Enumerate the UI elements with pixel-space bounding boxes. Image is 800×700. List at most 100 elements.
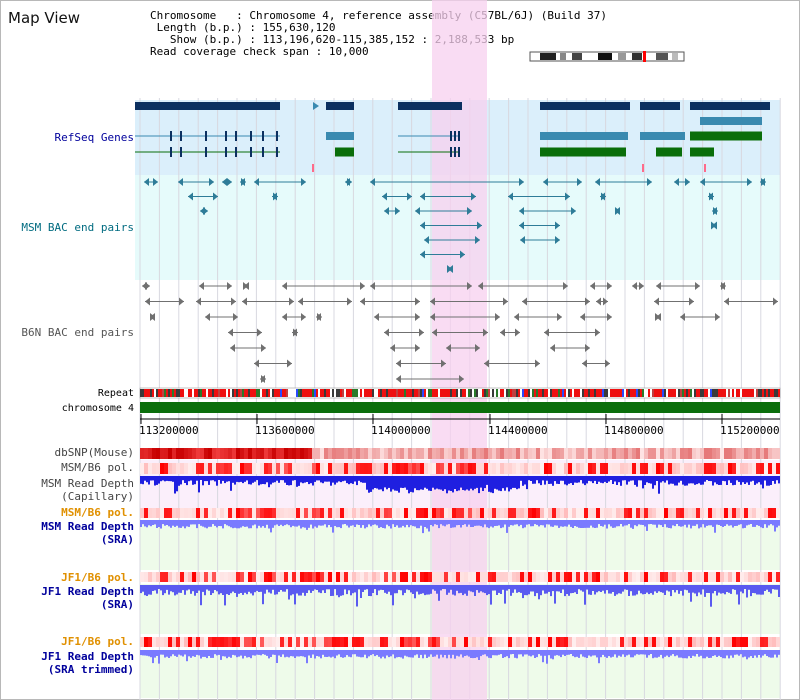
heat-cell [448, 463, 452, 474]
depth-bar [152, 476, 154, 481]
depth-bar [146, 585, 148, 596]
heat-cell [664, 448, 668, 459]
repeat-segment [168, 389, 170, 397]
heat-cell [372, 637, 376, 647]
bac-end-marker [595, 328, 600, 337]
repeat-segment [338, 389, 340, 397]
repeat-segment [526, 389, 528, 397]
heat-cell [536, 572, 540, 582]
depth-bar [312, 585, 314, 591]
depth-bar [162, 520, 164, 525]
heat-cell [588, 637, 592, 647]
depth-bar [248, 650, 250, 658]
depth-bar [438, 520, 440, 529]
heat-cell [220, 463, 224, 474]
depth-bar [334, 476, 336, 485]
b6n-bac-label[interactable]: B6N BAC end pairs [21, 326, 134, 339]
heat-cell [604, 637, 608, 647]
depth-bar [316, 585, 318, 590]
depth-bar [506, 650, 508, 657]
depth-bar [656, 520, 658, 528]
heat-cell [688, 637, 692, 647]
chromosome-bar[interactable] [140, 402, 780, 413]
repeat-segment [564, 389, 566, 397]
msm-bac-track[interactable] [144, 178, 766, 273]
chromosome-ideogram[interactable] [529, 51, 685, 62]
depth-bar [304, 476, 306, 483]
depth-bar [230, 585, 232, 594]
heat-cell [140, 637, 144, 647]
heat-cell [160, 448, 164, 459]
depth-bar [150, 585, 152, 595]
heat-cell [660, 508, 664, 518]
heat-cell [520, 572, 524, 582]
heat-cell [616, 448, 620, 459]
depth-bar [730, 520, 732, 526]
depth-bar [712, 476, 714, 486]
heat-cell [644, 508, 648, 518]
depth-bar [480, 650, 482, 657]
depth-bar [496, 650, 498, 656]
heat-cell [240, 508, 244, 518]
heat-cell [580, 463, 584, 474]
heat-cell [340, 637, 344, 647]
heat-cell [284, 572, 288, 582]
depth-bar [664, 585, 666, 595]
heat-cell [476, 463, 480, 474]
heat-cell [600, 637, 604, 647]
heat-cell [764, 463, 768, 474]
bac-end-marker [360, 297, 365, 306]
depth-bar [770, 476, 772, 485]
heat-cell [380, 463, 384, 474]
exon-mark [205, 131, 207, 141]
highlight-region[interactable] [432, 0, 487, 700]
heat-cell [528, 463, 532, 474]
heat-cell [240, 448, 244, 459]
repeat-segment [634, 389, 636, 397]
depth-bar [716, 650, 718, 657]
bac-end-marker [565, 192, 570, 201]
repeat-segment [178, 389, 180, 397]
depth-bar [212, 650, 214, 658]
msm-bac-label[interactable]: MSM BAC end pairs [21, 221, 134, 234]
depth-bar [364, 476, 366, 483]
heat-cell [168, 463, 172, 474]
depth-bar [366, 650, 368, 659]
heat-cell [260, 572, 264, 582]
heat-cell [352, 448, 356, 459]
depth-bar [284, 585, 286, 592]
heat-cell [748, 572, 752, 582]
heat-cell [284, 637, 288, 647]
depth-bar [614, 650, 616, 655]
repeat-track[interactable] [139, 387, 781, 399]
bac-end-marker [298, 297, 303, 306]
depth-bar [680, 476, 682, 481]
heat-cell [732, 448, 736, 459]
read-depth-tracks[interactable] [140, 476, 780, 664]
repeat-segment [430, 389, 432, 397]
heat-cell [740, 637, 744, 647]
depth-bar [694, 650, 696, 657]
refseq-genes-label[interactable]: RefSeq Genes [55, 131, 134, 144]
heat-cell [180, 637, 184, 647]
heat-cell [688, 448, 692, 459]
depth-bar [300, 585, 302, 596]
heat-cell [424, 463, 428, 474]
depth-bar [248, 585, 250, 592]
depth-bar [590, 585, 592, 595]
heat-cell [236, 463, 240, 474]
heat-cell [408, 572, 412, 582]
depth-bar [718, 650, 720, 656]
repeat-segment [372, 389, 374, 397]
heatmap-tracks[interactable] [140, 448, 780, 647]
depth-bar [644, 520, 646, 527]
depth-bar [620, 476, 622, 486]
depth-bar [422, 585, 424, 594]
heat-cell [328, 508, 332, 518]
b6n-bac-track[interactable] [142, 282, 778, 383]
repeat-segment [284, 389, 286, 397]
depth-bar [250, 476, 252, 485]
refseq-genes-track[interactable] [135, 102, 770, 172]
heat-cell [140, 463, 144, 474]
